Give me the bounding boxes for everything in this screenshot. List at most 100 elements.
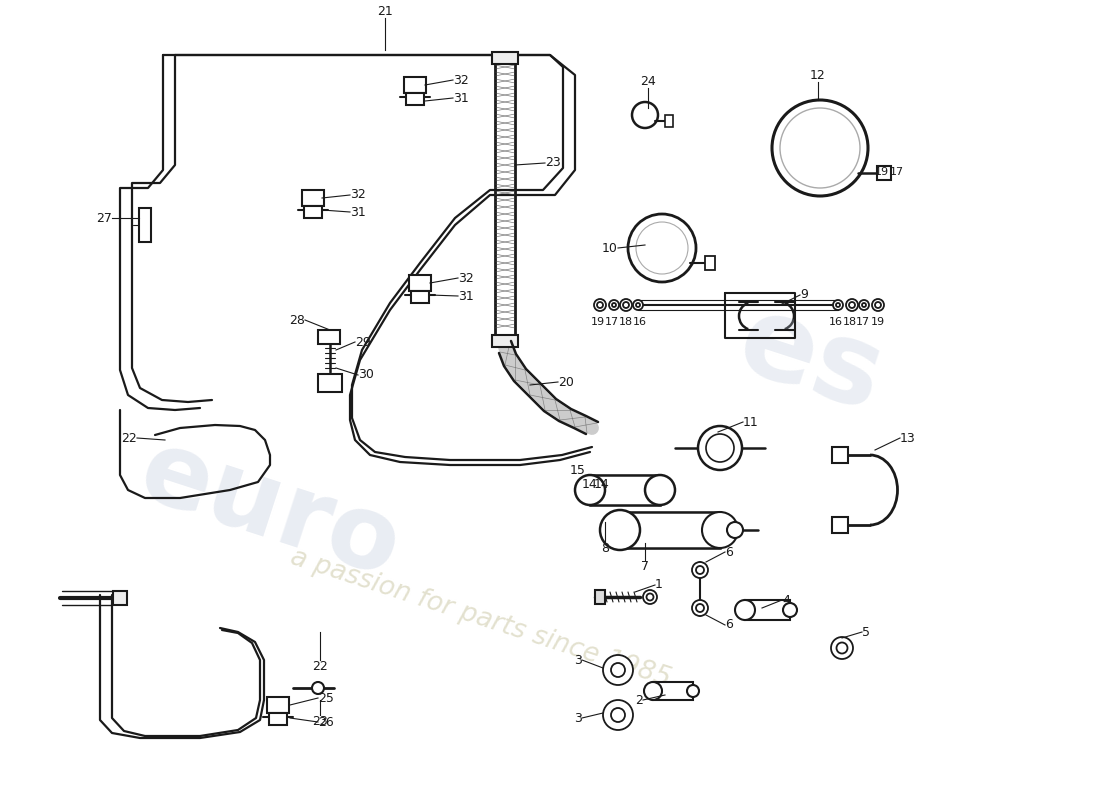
Circle shape bbox=[702, 512, 738, 548]
Bar bbox=[595, 590, 605, 604]
Bar bbox=[620, 512, 721, 548]
Circle shape bbox=[833, 300, 843, 310]
Text: a passion for parts since 1985: a passion for parts since 1985 bbox=[286, 544, 673, 692]
Bar bbox=[877, 166, 891, 180]
Circle shape bbox=[727, 522, 742, 538]
Text: 15: 15 bbox=[570, 463, 586, 477]
Text: 23: 23 bbox=[312, 715, 328, 728]
Text: 18: 18 bbox=[619, 317, 634, 327]
Text: 14: 14 bbox=[582, 478, 598, 491]
Text: 13: 13 bbox=[900, 431, 915, 445]
Circle shape bbox=[610, 663, 625, 677]
Text: 21: 21 bbox=[377, 5, 393, 18]
Text: 28: 28 bbox=[289, 314, 305, 326]
Text: 27: 27 bbox=[96, 211, 112, 225]
Circle shape bbox=[597, 302, 603, 308]
Circle shape bbox=[836, 642, 847, 654]
Circle shape bbox=[830, 637, 852, 659]
Circle shape bbox=[600, 510, 640, 550]
Bar bbox=[304, 206, 322, 218]
Circle shape bbox=[849, 302, 855, 308]
Circle shape bbox=[692, 562, 708, 578]
Text: 7: 7 bbox=[641, 560, 649, 573]
Text: 2: 2 bbox=[635, 694, 643, 706]
Circle shape bbox=[647, 594, 653, 601]
Bar bbox=[270, 713, 287, 725]
Text: 16: 16 bbox=[632, 317, 647, 327]
Text: 23: 23 bbox=[544, 157, 561, 170]
Bar bbox=[492, 52, 518, 64]
Bar bbox=[404, 77, 426, 93]
Text: 18: 18 bbox=[843, 317, 857, 327]
Text: 26: 26 bbox=[318, 715, 333, 729]
Text: 22: 22 bbox=[312, 660, 328, 673]
Circle shape bbox=[874, 302, 881, 308]
Text: 17: 17 bbox=[856, 317, 870, 327]
Text: 20: 20 bbox=[558, 375, 574, 389]
Text: 6: 6 bbox=[725, 618, 733, 631]
Bar bbox=[666, 115, 673, 127]
Circle shape bbox=[836, 303, 840, 307]
Circle shape bbox=[603, 700, 632, 730]
Bar bbox=[409, 275, 431, 291]
Text: 25: 25 bbox=[318, 691, 334, 705]
Bar bbox=[318, 374, 342, 392]
Text: 29: 29 bbox=[355, 335, 371, 349]
Text: 16: 16 bbox=[829, 317, 843, 327]
Circle shape bbox=[610, 708, 625, 722]
Bar bbox=[590, 475, 660, 505]
Bar bbox=[318, 330, 340, 344]
Text: euro: euro bbox=[128, 421, 413, 599]
Circle shape bbox=[636, 303, 640, 307]
Circle shape bbox=[862, 303, 866, 307]
Text: 30: 30 bbox=[358, 369, 374, 382]
Text: 9: 9 bbox=[800, 289, 807, 302]
Circle shape bbox=[620, 299, 632, 311]
Bar bbox=[406, 93, 424, 105]
Circle shape bbox=[312, 682, 324, 694]
Circle shape bbox=[859, 300, 869, 310]
Circle shape bbox=[644, 590, 657, 604]
Circle shape bbox=[575, 475, 605, 505]
Text: 1: 1 bbox=[654, 578, 663, 591]
Circle shape bbox=[594, 299, 606, 311]
Text: 17: 17 bbox=[890, 167, 904, 177]
Circle shape bbox=[603, 655, 632, 685]
Text: 14: 14 bbox=[594, 478, 609, 491]
Circle shape bbox=[735, 600, 755, 620]
Bar bbox=[832, 517, 848, 533]
Circle shape bbox=[696, 604, 704, 612]
Circle shape bbox=[609, 300, 619, 310]
Circle shape bbox=[698, 426, 742, 470]
Circle shape bbox=[632, 300, 644, 310]
Text: 19: 19 bbox=[874, 167, 889, 177]
Bar bbox=[705, 256, 715, 270]
Bar bbox=[411, 291, 429, 303]
Bar bbox=[302, 190, 324, 206]
Text: 10: 10 bbox=[602, 242, 618, 254]
Text: 8: 8 bbox=[601, 542, 609, 555]
Text: 32: 32 bbox=[350, 189, 365, 202]
Text: 4: 4 bbox=[782, 594, 790, 606]
Circle shape bbox=[644, 682, 662, 700]
Circle shape bbox=[783, 603, 798, 617]
Circle shape bbox=[692, 600, 708, 616]
Circle shape bbox=[688, 685, 698, 697]
Text: 3: 3 bbox=[574, 654, 582, 666]
Circle shape bbox=[846, 299, 858, 311]
Text: 11: 11 bbox=[742, 415, 759, 429]
Bar bbox=[267, 697, 289, 713]
Text: 19: 19 bbox=[871, 317, 886, 327]
Text: 31: 31 bbox=[458, 290, 474, 302]
Text: 6: 6 bbox=[725, 546, 733, 558]
Circle shape bbox=[872, 299, 884, 311]
Text: 3: 3 bbox=[574, 711, 582, 725]
Bar bbox=[745, 600, 790, 620]
Text: 32: 32 bbox=[453, 74, 469, 86]
Text: 5: 5 bbox=[862, 626, 870, 638]
Circle shape bbox=[645, 475, 675, 505]
Circle shape bbox=[696, 566, 704, 574]
Text: 31: 31 bbox=[453, 91, 469, 105]
Circle shape bbox=[706, 434, 734, 462]
Text: 19: 19 bbox=[591, 317, 605, 327]
